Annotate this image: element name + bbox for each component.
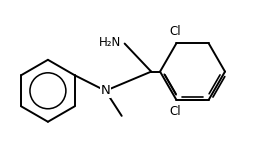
Text: N: N — [101, 84, 110, 97]
Text: Cl: Cl — [169, 25, 181, 38]
Text: H₂N: H₂N — [99, 36, 121, 49]
Text: Cl: Cl — [169, 105, 181, 118]
